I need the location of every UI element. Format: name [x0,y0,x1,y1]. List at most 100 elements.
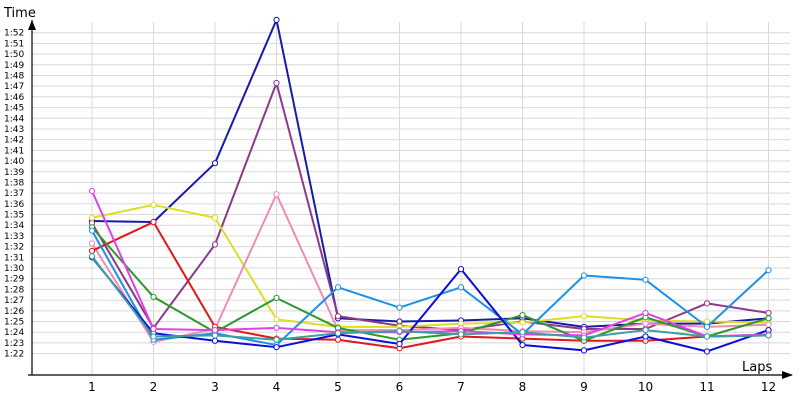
data-point [765,332,772,339]
x-tick-label: 11 [699,380,714,394]
y-tick-label: 1:29 [4,275,24,285]
data-point [642,333,649,340]
data-point [396,340,403,348]
data-point [150,201,157,209]
data-point [580,334,588,341]
series-line [91,230,770,347]
series-9 [88,187,772,340]
y-tick-label: 1:49 [4,61,24,71]
data-point [273,316,280,323]
data-point [150,218,157,226]
data-point [150,325,157,333]
x-tick-label: 9 [580,380,588,394]
data-point [88,240,96,247]
data-point [88,214,96,221]
y-tick-label: 1:44 [4,114,24,124]
series-line [91,256,769,353]
data-point [703,300,711,307]
y-axis-arrow-icon [28,20,36,30]
data-point [334,330,342,337]
y-axis-label: Time [3,6,36,21]
data-point [519,319,526,326]
data-point [765,321,772,328]
data-point [88,247,96,255]
data-point [519,329,526,336]
data-point [457,284,465,291]
y-tick-label: 1:34 [4,221,24,231]
x-tick-label: 4 [273,380,281,394]
data-point [211,214,219,221]
y-tick-label: 1:30 [4,264,24,274]
y-tick-label: 1:39 [4,168,24,178]
y-tick-label: 1:27 [4,296,24,306]
y-tick-label: 1:25 [4,318,24,328]
data-point [334,284,342,291]
data-point [580,313,588,320]
data-point [519,311,526,319]
y-tick-label: 1:22 [4,350,24,360]
y-tick-label: 1:36 [4,200,24,210]
y-tick-label: 1:31 [4,253,24,263]
data-point [211,332,219,339]
y-tick-label: 1:26 [4,307,24,317]
data-point [273,16,280,23]
y-tick-label: 1:28 [4,285,24,295]
data-point [703,348,711,355]
data-point [334,336,342,343]
y-tick-label: 1:43 [4,125,24,135]
data-point [457,331,465,338]
axes [28,20,793,379]
data-point [88,227,96,234]
x-tick-label: 1 [88,380,96,394]
data-point [211,326,219,334]
series-line [91,203,769,328]
y-tick-label: 1:32 [4,243,24,253]
data-point [642,326,649,334]
y-tick-label: 1:51 [4,39,24,49]
x-tick-label: 10 [638,380,653,394]
data-point [703,323,711,330]
y-tick-label: 1:23 [4,339,24,349]
data-point [765,309,772,317]
x-tick-label: 8 [519,380,527,394]
y-tick-label: 1:40 [4,157,24,167]
y-tick-label: 1:37 [4,189,24,199]
y-tick-labels: 1:221:231:241:251:261:271:281:291:301:31… [4,29,24,360]
y-tick-label: 1:48 [4,71,24,81]
series-line [91,226,769,342]
data-point [396,328,403,335]
data-point [396,304,403,311]
series-line [91,221,769,350]
y-tick-label: 1:41 [4,146,24,156]
y-tick-label: 1:42 [4,136,24,146]
y-tick-label: 1:46 [4,93,24,103]
series-1 [88,16,772,330]
data-point [273,324,280,332]
series-group [88,16,772,355]
x-tick-label: 12 [761,380,776,394]
x-axis-label: Laps [742,360,772,375]
data-point [642,309,649,317]
series-line [91,193,769,343]
data-point [642,276,649,283]
y-tick-label: 1:47 [4,82,24,92]
data-point [273,294,280,302]
series-line [91,255,769,341]
series-line [91,81,769,332]
y-tick-label: 1:45 [4,104,24,114]
data-point [273,344,280,351]
data-point [211,241,219,248]
data-point [457,266,465,273]
data-point [642,320,649,327]
data-point [211,160,219,167]
x-tick-label: 7 [457,380,465,394]
series-line [91,18,769,328]
data-point [273,336,280,343]
y-tick-label: 1:38 [4,178,24,188]
y-tick-label: 1:24 [4,328,24,338]
x-tick-label: 3 [211,380,219,394]
y-tick-label: 1:50 [4,50,24,60]
data-point [273,79,280,87]
x-tick-label: 5 [334,380,342,394]
